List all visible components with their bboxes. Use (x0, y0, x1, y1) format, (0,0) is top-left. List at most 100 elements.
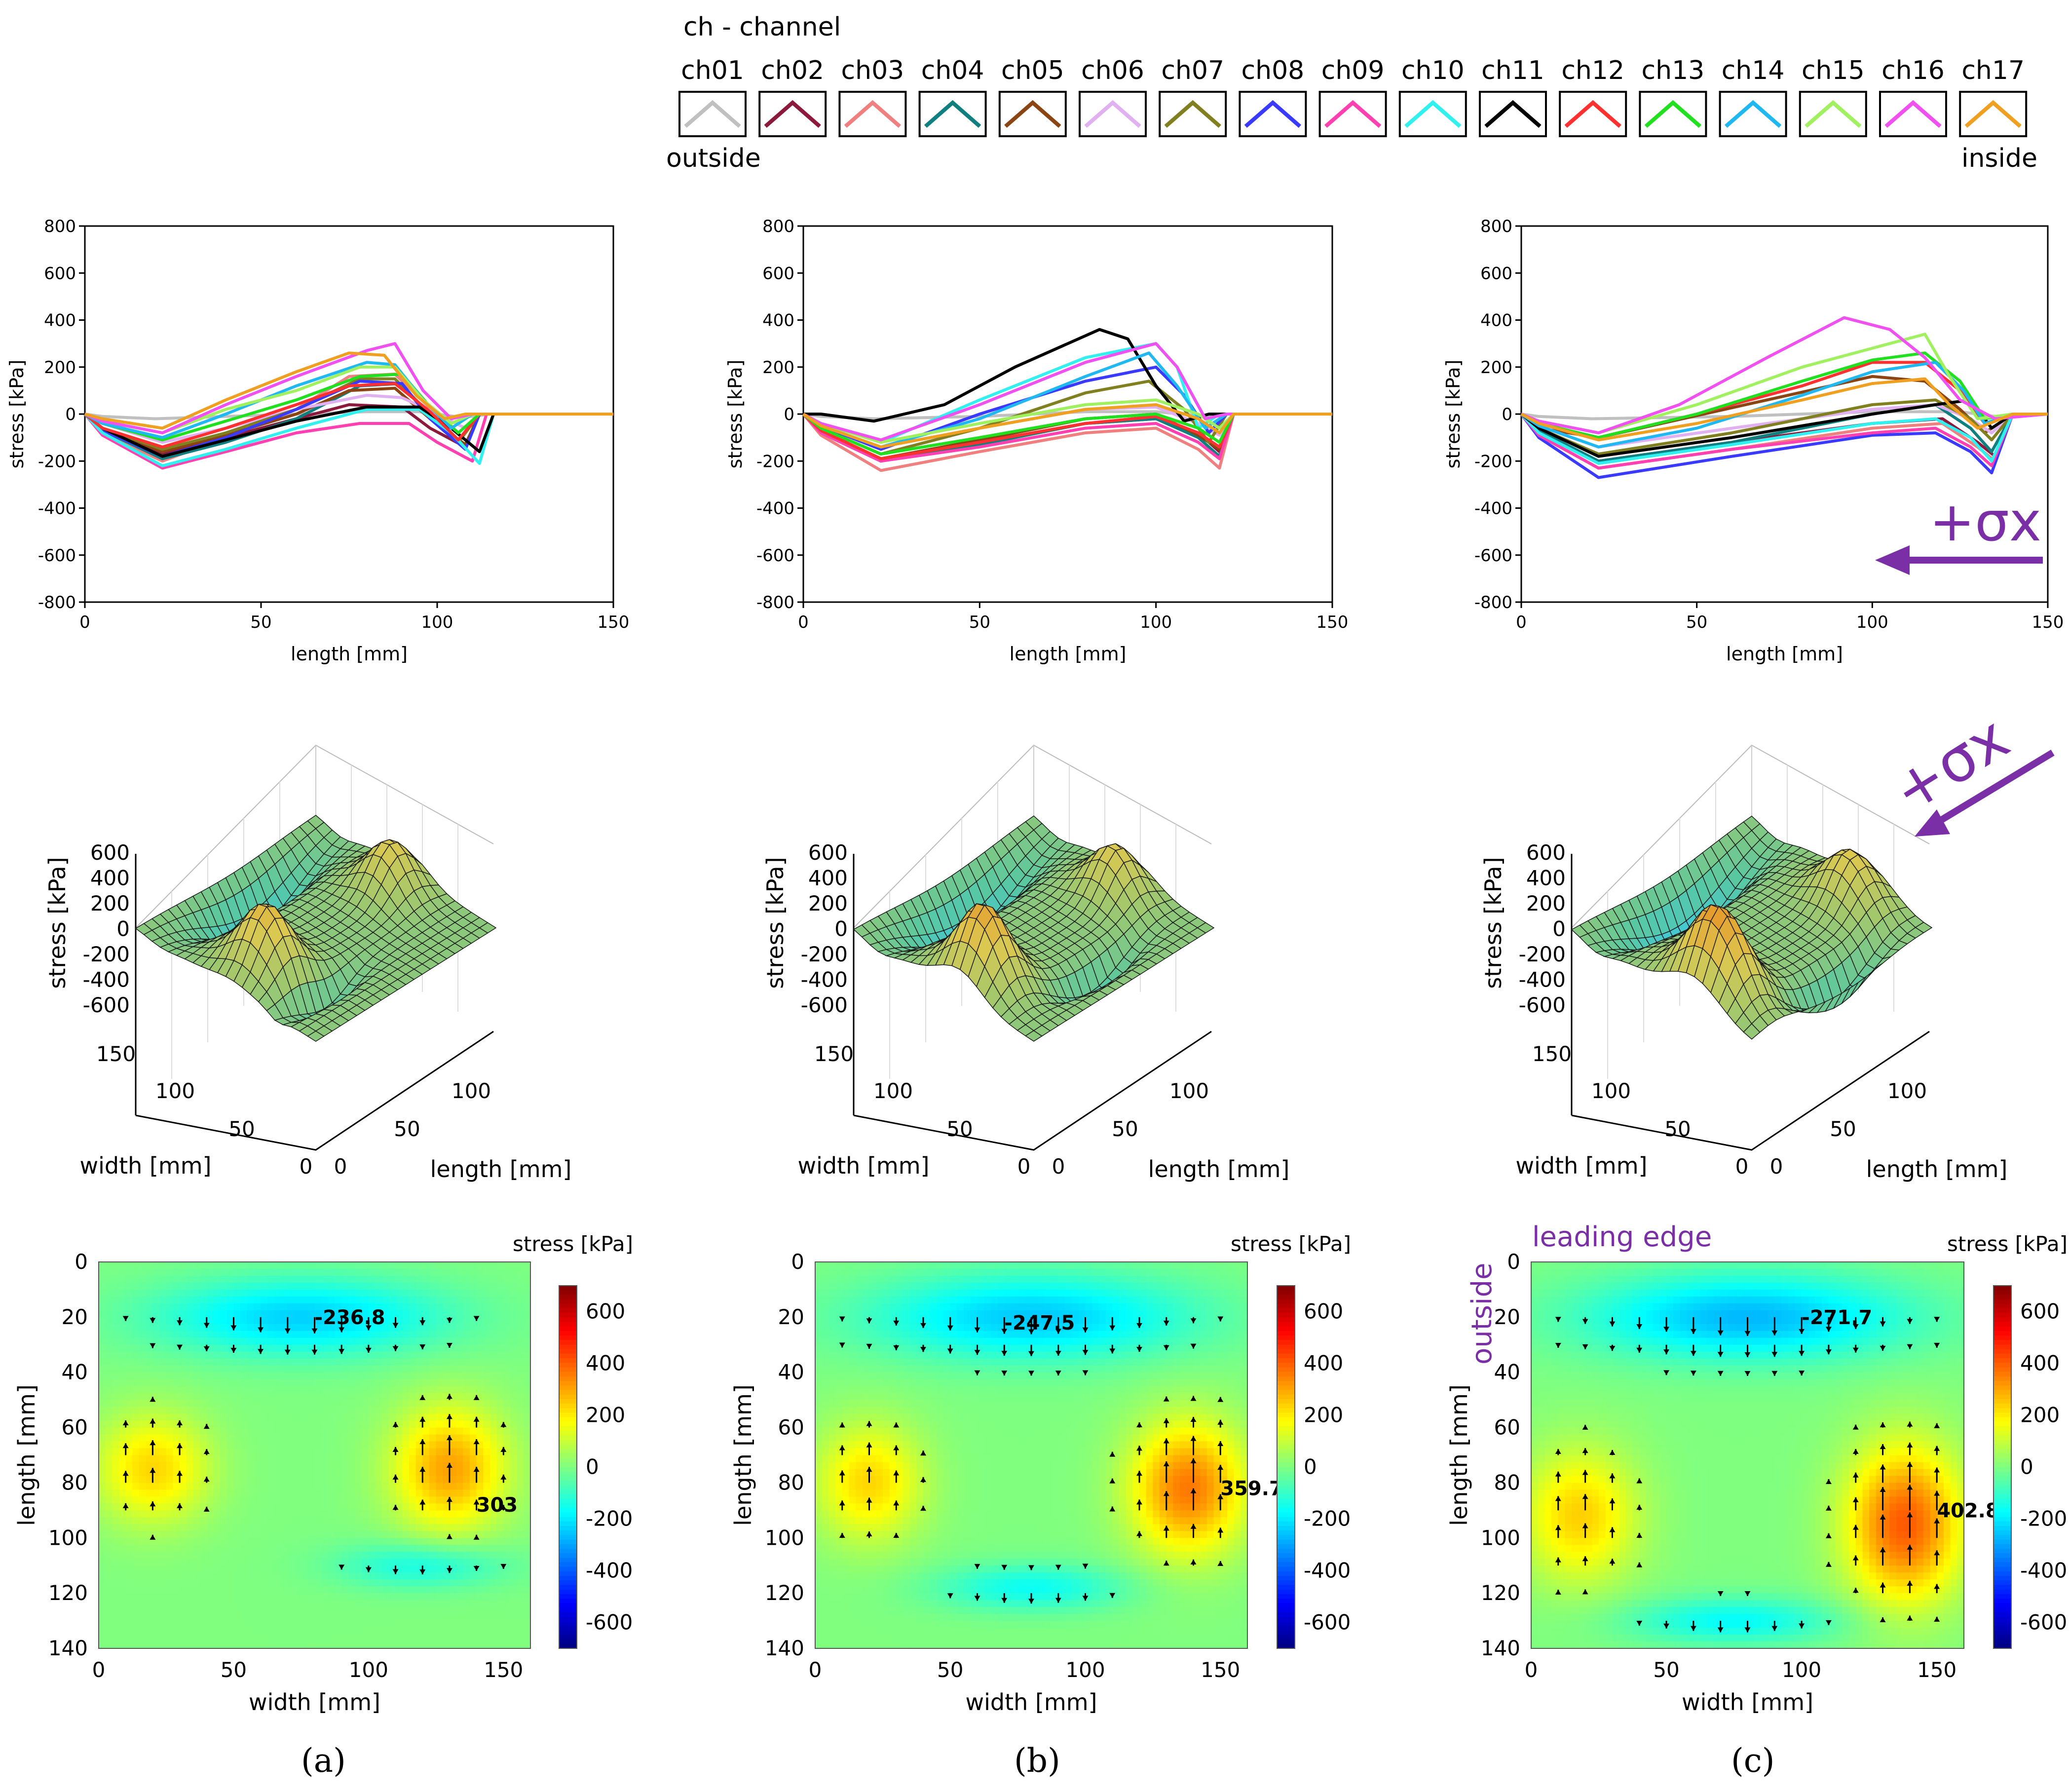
heat-cell (348, 1538, 356, 1546)
heat-cell (267, 1393, 275, 1401)
heat-cell (470, 1455, 477, 1463)
heat-cell (307, 1628, 315, 1635)
heat-cell (213, 1517, 221, 1525)
heat-cell (152, 1635, 160, 1642)
heat-cell (470, 1483, 477, 1490)
heat-cell (307, 1510, 315, 1518)
heat-cell (166, 1517, 174, 1525)
heat-cell (321, 1393, 329, 1401)
heat-cell (368, 1386, 376, 1394)
heat-cell (321, 1531, 329, 1539)
heat-cell (321, 1641, 329, 1649)
heat-cell (146, 1614, 153, 1621)
legend-swatch-box-ch02 (758, 91, 827, 137)
heat-cell (463, 1462, 470, 1470)
width-axis-label: width [mm] (80, 1152, 212, 1179)
heat-cell (193, 1572, 200, 1580)
heat-cell (422, 1462, 430, 1470)
heat-cell (233, 1641, 241, 1649)
heat-cell (321, 1407, 329, 1414)
heat-cell (112, 1469, 119, 1477)
heat-cell (173, 1641, 180, 1649)
heat-cell (321, 1538, 329, 1546)
heat-cell (402, 1455, 410, 1463)
heat-cell (112, 1317, 119, 1325)
heat-cell (470, 1379, 477, 1387)
heat-cell (146, 1310, 153, 1318)
heat-cell (180, 1269, 187, 1276)
heat-cell (402, 1565, 410, 1573)
heat-cell (470, 1337, 477, 1345)
heat-cell (483, 1393, 490, 1401)
heat-cell (388, 1434, 396, 1442)
heat-cell (429, 1524, 437, 1532)
legend-label-ch01: ch01 (681, 56, 744, 85)
heat-cell (240, 1586, 248, 1594)
heat-cell (415, 1524, 423, 1532)
heat-cell (152, 1434, 160, 1442)
heat-cell (152, 1496, 160, 1504)
heat-cell (470, 1344, 477, 1352)
heat-cell (287, 1628, 295, 1635)
heat-cell (368, 1262, 376, 1269)
heat-cell (409, 1517, 416, 1525)
heat-cell (395, 1289, 403, 1297)
heat-cell (159, 1483, 167, 1490)
heat-cell (402, 1310, 410, 1318)
heat-cell (375, 1462, 382, 1470)
heat-cell (254, 1282, 261, 1290)
heat-cell (335, 1455, 342, 1463)
heat-cell (476, 1365, 484, 1373)
heat-cell (180, 1628, 187, 1635)
heat-cell (422, 1531, 430, 1539)
heat-cell (470, 1269, 477, 1276)
heat-cell (409, 1379, 416, 1387)
heat-cell (436, 1372, 444, 1380)
heat-cell (456, 1427, 464, 1435)
heat-cell (321, 1496, 329, 1504)
heat-cell (409, 1565, 416, 1573)
heat-cell (395, 1510, 403, 1518)
heat-cell (166, 1351, 174, 1359)
heat-cell (233, 1303, 241, 1311)
heat-cell (274, 1531, 281, 1539)
x-tick-label: 50 (1686, 612, 1707, 632)
heat-cell (281, 1489, 288, 1497)
heat-cell (173, 1559, 180, 1566)
heat-cell (321, 1420, 329, 1428)
heat-cell (159, 1552, 167, 1560)
heat-cell (233, 1448, 241, 1456)
heat-cell (287, 1579, 295, 1587)
heat-cell (314, 1269, 322, 1276)
legend-swatch-box-ch09 (1318, 91, 1387, 137)
heat-cell (287, 1441, 295, 1449)
heat-cell (220, 1572, 227, 1580)
heat-cell (355, 1434, 362, 1442)
heat-cell (166, 1503, 174, 1511)
heat-cell (388, 1393, 396, 1401)
heat-cell (402, 1579, 410, 1587)
heat-cell (443, 1635, 450, 1642)
heat-cell (456, 1586, 464, 1594)
heat-cell (213, 1614, 221, 1621)
legend-swatch-box-ch14 (1719, 91, 1787, 137)
heat-cell (348, 1600, 356, 1607)
heat-cell (463, 1565, 470, 1573)
heat-cell (301, 1607, 308, 1614)
heat-cell (261, 1296, 268, 1304)
heat-cell (139, 1621, 147, 1628)
heat-cell (422, 1586, 430, 1594)
heat-cell (463, 1269, 470, 1276)
heat-cell (99, 1545, 106, 1553)
width-tick-label: 0 (1017, 1154, 1031, 1179)
heat-cell (254, 1579, 261, 1587)
heat-cell (267, 1462, 275, 1470)
heat-cell (226, 1358, 234, 1366)
heat-cell (193, 1317, 200, 1325)
heat-cell (456, 1496, 464, 1504)
heat-cell (261, 1524, 268, 1532)
heat-cell (233, 1379, 241, 1387)
heat-cell (341, 1538, 349, 1546)
heat-cell (125, 1635, 133, 1642)
heat-cell (294, 1586, 301, 1594)
